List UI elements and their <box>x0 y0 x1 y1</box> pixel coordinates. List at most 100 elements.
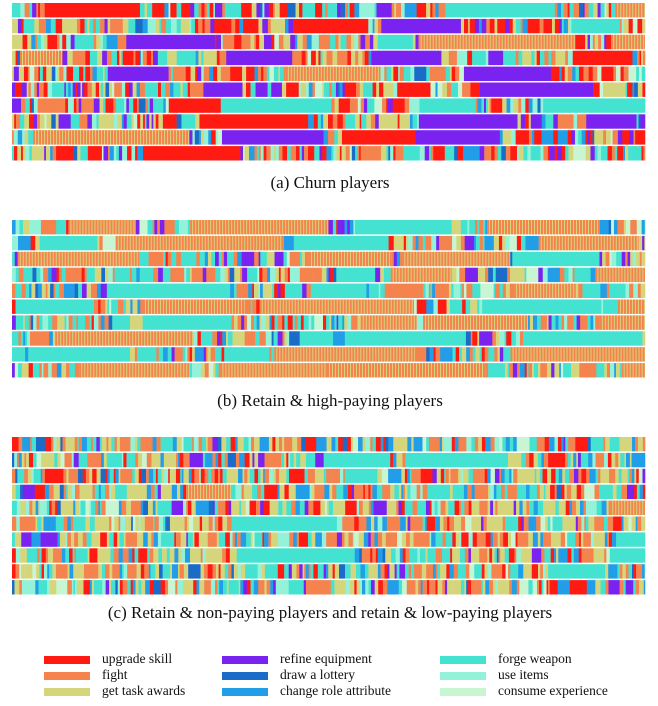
action-segment <box>445 3 556 18</box>
action-segment <box>232 3 237 18</box>
action-segment <box>58 267 63 283</box>
action-run <box>607 235 610 251</box>
action-run <box>36 130 39 145</box>
action-segment <box>380 146 386 161</box>
action-segment <box>428 437 437 452</box>
action-segment <box>612 130 617 145</box>
action-segment <box>420 484 423 500</box>
action-segment <box>14 18 19 34</box>
action-run <box>544 34 547 50</box>
action-segment <box>20 3 25 18</box>
action-run <box>301 299 304 314</box>
action-segment <box>115 468 119 484</box>
action-run <box>154 299 157 314</box>
action-run <box>196 220 199 235</box>
action-segment <box>360 580 363 595</box>
action-segment <box>154 484 159 500</box>
action-segment <box>344 82 357 97</box>
action-segment <box>635 130 646 145</box>
action-run <box>19 50 22 66</box>
action-segment <box>142 18 148 34</box>
action-segment <box>150 220 153 235</box>
action-segment <box>151 114 154 129</box>
action-segment <box>359 82 364 97</box>
action-run <box>376 299 379 314</box>
action-segment <box>97 235 100 251</box>
action-segment <box>497 98 499 113</box>
action-segment <box>454 437 459 452</box>
action-run <box>269 235 272 251</box>
action-segment <box>153 532 159 547</box>
action-segment <box>266 146 271 161</box>
action-segment <box>176 18 182 34</box>
action-segment <box>65 267 70 283</box>
action-segment <box>66 220 69 235</box>
action-run <box>92 220 95 235</box>
action-segment <box>231 564 235 579</box>
action-segment <box>268 3 274 18</box>
action-segment <box>510 564 514 579</box>
action-run <box>68 251 71 267</box>
action-segment <box>85 315 90 330</box>
action-segment <box>415 580 419 595</box>
action-run <box>492 220 495 235</box>
action-segment <box>48 315 53 330</box>
action-run <box>504 315 507 330</box>
action-run <box>213 484 216 500</box>
action-segment <box>12 347 15 362</box>
action-segment <box>464 580 467 595</box>
action-run <box>262 363 265 378</box>
action-segment <box>435 580 438 595</box>
action-segment <box>419 548 426 563</box>
action-run <box>540 220 543 235</box>
action-segment <box>526 50 532 66</box>
action-segment <box>220 468 223 484</box>
action-run <box>289 299 292 314</box>
action-segment <box>605 130 611 145</box>
action-run <box>184 363 187 378</box>
action-segment <box>318 34 331 50</box>
action-run <box>262 299 265 314</box>
action-segment <box>520 114 526 129</box>
action-run <box>230 235 233 251</box>
action-segment <box>187 500 192 515</box>
action-segment <box>186 516 190 531</box>
action-run <box>377 363 380 378</box>
action-run <box>381 315 384 330</box>
action-segment <box>377 564 381 579</box>
action-segment <box>36 564 40 579</box>
action-segment <box>335 437 339 452</box>
action-segment <box>30 437 33 452</box>
action-segment <box>14 347 20 362</box>
action-segment <box>177 516 181 531</box>
action-run <box>248 235 251 251</box>
action-run <box>460 34 463 50</box>
action-segment <box>249 500 257 515</box>
action-segment <box>372 82 377 97</box>
action-segment <box>529 500 534 515</box>
action-segment <box>604 3 607 18</box>
action-segment <box>232 580 240 595</box>
action-segment <box>394 3 397 18</box>
action-run <box>316 299 319 314</box>
action-segment <box>344 220 348 235</box>
action-segment <box>205 548 218 563</box>
action-run <box>344 363 347 378</box>
action-run <box>94 363 97 378</box>
action-segment <box>534 130 539 145</box>
action-run <box>431 363 434 378</box>
action-run <box>564 220 567 235</box>
action-run <box>614 315 617 330</box>
action-run <box>31 50 34 66</box>
action-segment <box>144 114 147 129</box>
action-segment <box>322 468 325 484</box>
action-segment <box>212 452 216 468</box>
action-segment <box>543 18 553 34</box>
action-segment <box>609 468 614 484</box>
action-segment <box>625 220 631 235</box>
action-segment <box>623 468 629 484</box>
action-run <box>186 130 189 145</box>
action-run <box>69 130 72 145</box>
action-run <box>142 299 145 314</box>
action-run <box>181 235 184 251</box>
